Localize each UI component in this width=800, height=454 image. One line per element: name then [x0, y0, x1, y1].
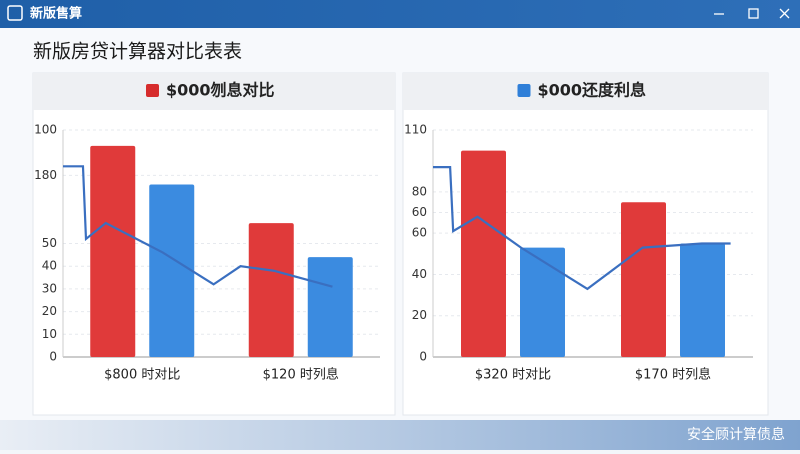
y-tick-label: 100 — [34, 123, 57, 137]
x-tick-label: $320 时对比 — [475, 368, 551, 383]
y-tick-label: 30 — [42, 281, 57, 295]
footer-text: 安全顾计算债息 — [687, 426, 785, 443]
y-tick-label: 40 — [412, 267, 427, 281]
y-tick-label: 0 — [49, 350, 57, 364]
panel-header — [33, 73, 395, 110]
trend-line — [433, 166, 731, 291]
bar — [520, 247, 565, 357]
close-button[interactable] — [779, 8, 790, 19]
legend-swatch — [146, 84, 159, 97]
bar — [461, 150, 506, 357]
trend-line — [63, 165, 333, 288]
y-tick-label: 40 — [42, 259, 57, 273]
y-tick-label: 20 — [412, 308, 427, 322]
bar — [149, 184, 195, 357]
y-tick-label: 60 — [412, 205, 427, 219]
footer-bar — [0, 420, 800, 450]
bar — [90, 145, 136, 357]
chart-title: $000刎息对比 — [166, 81, 275, 100]
window-title: 新版售算 — [30, 6, 82, 22]
bar — [248, 223, 294, 357]
page-heading: 新版房贷计算器对比表表 — [33, 41, 242, 63]
y-tick-label: 20 — [42, 304, 57, 318]
legend-swatch — [517, 84, 531, 97]
y-tick-label: 50 — [42, 236, 57, 250]
x-tick-label: $170 时列息 — [635, 367, 711, 383]
y-tick-label: 180 — [34, 168, 57, 182]
panel-header — [403, 73, 768, 110]
app-icon — [7, 5, 23, 21]
x-tick-label: $800 时对比 — [104, 368, 180, 383]
maximize-button[interactable] — [748, 8, 759, 19]
bar — [307, 257, 353, 357]
y-tick-label: 10 — [42, 327, 57, 341]
y-tick-label: 60 — [412, 226, 427, 240]
chart-title: $000还度利息 — [538, 81, 647, 100]
title-bar — [0, 0, 800, 28]
bar — [621, 202, 666, 357]
y-tick-label: 80 — [412, 184, 427, 198]
y-tick-label: 0 — [419, 350, 427, 364]
x-tick-label: $120 时列息 — [263, 367, 339, 383]
bar — [680, 243, 725, 357]
y-tick-label: 110 — [404, 123, 427, 137]
